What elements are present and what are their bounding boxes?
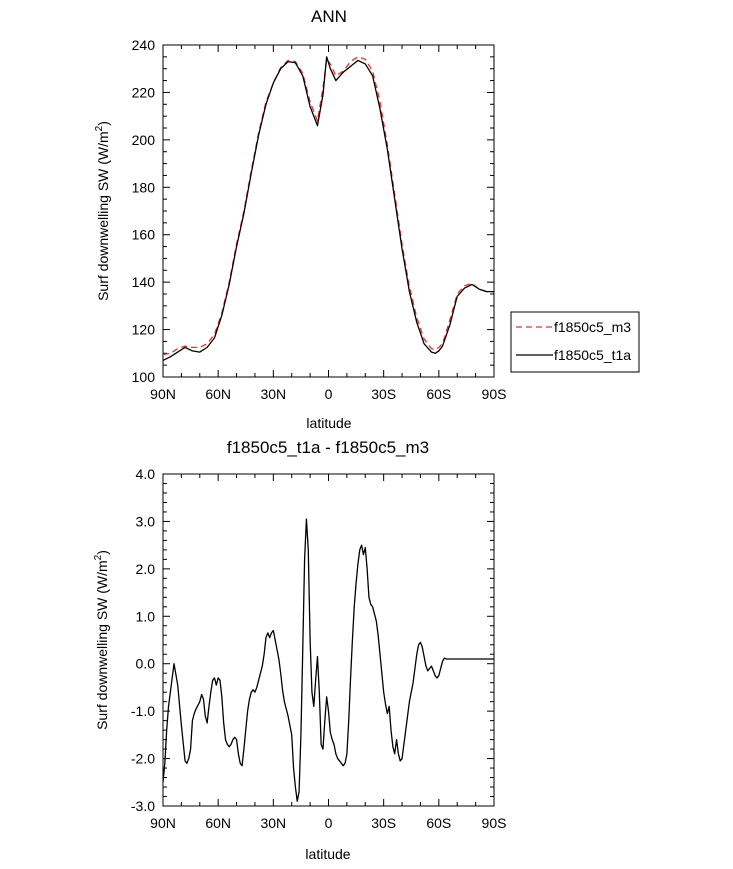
bottom-panel: f1850c5_t1a - f1850c5_m3 90N 60N 30N 0 30S 60… [93, 438, 506, 862]
top-y-axis-title-sup: 2 [94, 125, 105, 131]
bottom-x-tick-label: 0 [325, 815, 333, 831]
top-x-tick-label: 30N [260, 386, 286, 402]
bottom-y-tick-label: 1.0 [136, 608, 156, 624]
bottom-x-tick-label: 60N [205, 815, 231, 831]
bottom-y-tick-label: 2.0 [136, 561, 156, 577]
bottom-x-tick-label: 90N [150, 815, 176, 831]
bottom-y-tick-label: -3.0 [131, 798, 155, 814]
bottom-y-axis-title-close: ) [94, 550, 110, 555]
top-y-axis-title-close: ) [95, 121, 111, 126]
top-x-axis-title: latitude [306, 415, 351, 431]
top-x-tick-label: 90N [150, 386, 176, 402]
top-y-tick-label: 240 [132, 37, 156, 53]
top-x-tick-label: 60N [205, 386, 231, 402]
top-y-tick-label: 100 [132, 369, 156, 385]
top-y-tick-label: 160 [132, 227, 156, 243]
bottom-x-tick-label: 60S [426, 815, 451, 831]
bottom-plot-frame [162, 473, 495, 807]
top-y-tick-label: 200 [132, 132, 156, 148]
bottom-x-axis-title: latitude [305, 846, 350, 862]
bottom-y-tick-label: 3.0 [136, 513, 156, 529]
top-y-axis-title-main: Surf downwelling SW (W/m [95, 131, 111, 301]
top-panel: ANN 90N 60N 30N 0 30S 60S 90S 100 120 140 160 180 20… [94, 7, 506, 431]
top-series-line-0 [162, 56, 494, 356]
bottom-plot-area: 90N 60N 30N 0 30S 60S 90S -3.0 -2.0 -1.0 0.0 1.0 2.0… [131, 466, 507, 831]
top-x-tick-label: 30S [371, 386, 396, 402]
bottom-y-axis-title: Surf downwelling SW (W/m2) [93, 550, 110, 730]
bottom-y-tick-label: -1.0 [131, 703, 155, 719]
bottom-x-tick-label: 90S [482, 815, 507, 831]
top-y-tick-label: 140 [132, 274, 156, 290]
bottom-y-tick-label: 0.0 [136, 656, 156, 672]
top-y-axis-title: Surf downwelling SW (W/m2) [94, 121, 111, 301]
bottom-y-axis-title-sup: 2 [93, 554, 104, 560]
bottom-y-axis-title-main: Surf downwelling SW (W/m [94, 560, 110, 730]
legend-label-m3: f1850c5_m3 [554, 319, 631, 335]
bottom-series-line-0 [162, 518, 494, 802]
legend-box [510, 311, 640, 373]
top-x-tick-label: 60S [426, 386, 451, 402]
top-series-line-1 [162, 56, 494, 361]
legend-label-t1a: f1850c5_t1a [554, 347, 631, 363]
bottom-x-tick-label: 30N [260, 815, 286, 831]
bottom-y-tick-label: -2.0 [131, 751, 155, 767]
top-y-tick-label: 220 [132, 84, 156, 100]
top-plot-area: 90N 60N 30N 0 30S 60S 90S 100 120 140 160 180 200 220… [132, 37, 507, 402]
bottom-y-tick-label: 4.0 [136, 466, 156, 482]
top-y-tick-label: 120 [132, 322, 156, 338]
bottom-plot-title: f1850c5_t1a - f1850c5_m3 [227, 438, 429, 457]
top-plot-title: ANN [311, 7, 347, 26]
top-x-tick-label: 0 [325, 386, 333, 402]
bottom-x-tick-label: 30S [371, 815, 396, 831]
top-plot-frame [162, 44, 495, 378]
legend: f1850c5_m3 f1850c5_t1a [510, 311, 640, 373]
top-x-tick-label: 90S [482, 386, 507, 402]
top-y-tick-label: 180 [132, 179, 156, 195]
